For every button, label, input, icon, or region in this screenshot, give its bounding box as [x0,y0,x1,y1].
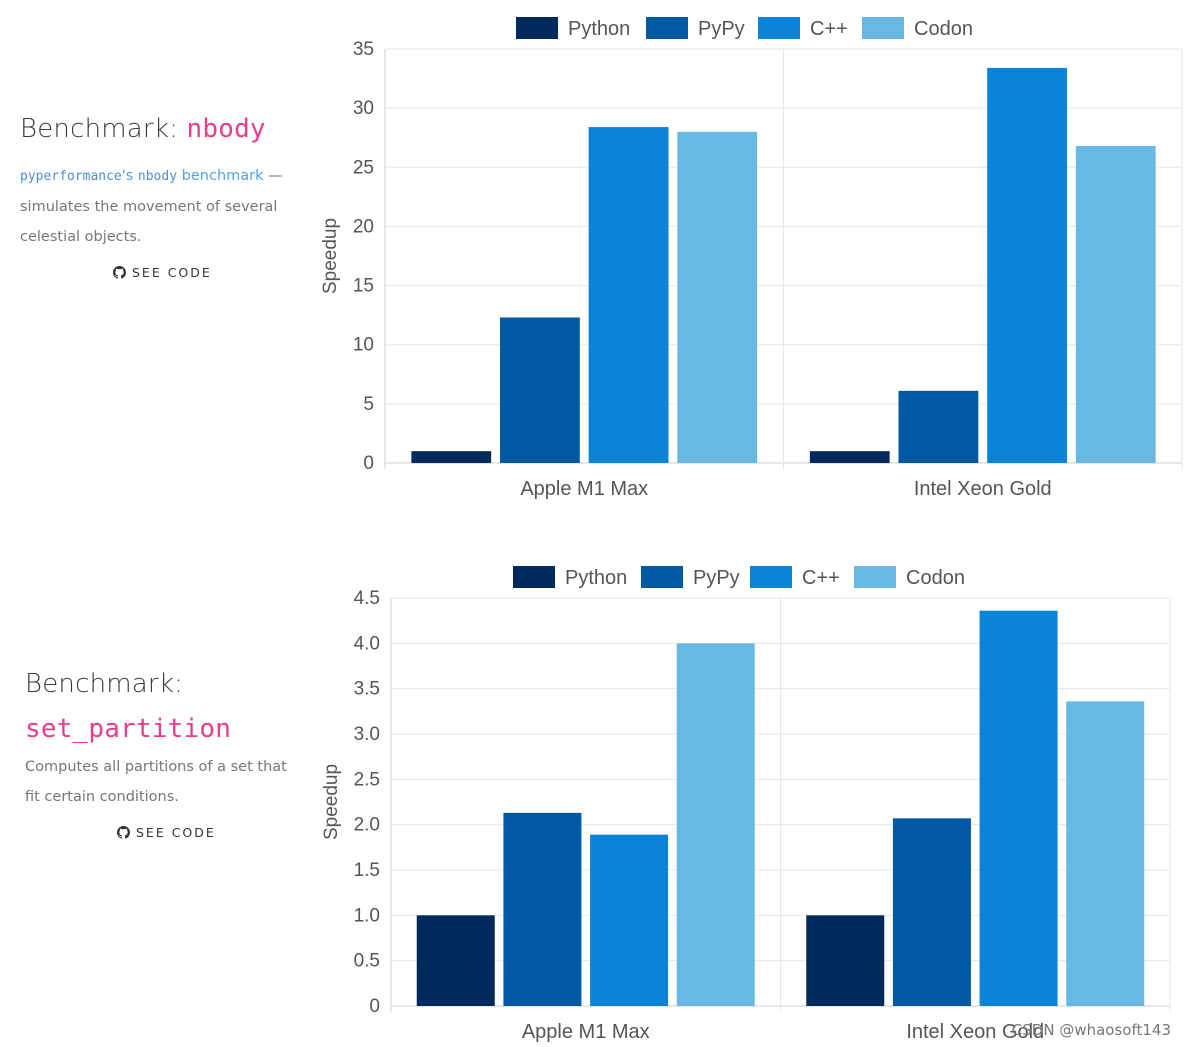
x-category-label: Intel Xeon Gold [906,1021,1044,1043]
benchmark-link[interactable]: benchmark [177,168,264,184]
bar-python-1 [411,451,492,463]
bar-python-1 [416,915,495,1006]
legend-label: Python [565,567,627,589]
bar-codon-1 [676,643,755,1006]
legend-swatch [513,566,555,588]
benchmark-name: set_partition [25,714,232,744]
legend-swatch [646,17,688,39]
see-code-button[interactable]: SEE CODE [113,265,212,280]
bar-pypy-1 [500,317,580,463]
set-partition-speedup-chart: 0 0.5 1.0 1.5 2.0 2.5 3.0 3.5 4.0 4.5 Speedup Apple… [321,566,1171,1043]
legend-swatch [758,17,800,39]
bar-python-2 [806,915,885,1006]
y-tick-label: 30 [353,98,374,119]
legend-swatch [862,17,904,39]
legend-label: PyPy [698,18,745,40]
y-tick-label: 2.5 [354,769,380,790]
github-icon [117,826,130,839]
benchmark-name: nbody [186,114,266,144]
legend-label: Python [568,18,630,40]
y-tick-label: 4.0 [354,633,380,654]
bar-codon-1 [677,131,758,464]
y-tick-label: 3.5 [354,679,380,700]
y-axis-label: Speedup [321,764,342,840]
bar-codon-2 [1066,701,1145,1006]
legend-label: C++ [810,18,848,40]
y-tick-label: 25 [353,157,374,178]
nbody-speedup-chart: 0 5 10 15 20 25 30 35 Speedup Apple M1 Max Intel X… [320,17,1183,500]
y-tick-label: 15 [353,276,374,297]
y-tick-label: 0 [369,996,380,1017]
y-tick-label: 1.5 [354,860,380,881]
benchmark-description-nbody: pyperformance's nbody benchmark — simula… [20,161,295,252]
bar-python-2 [809,451,890,463]
bar-cpp-1 [590,834,669,1006]
y-tick-label: 35 [353,39,374,60]
nbody-code-link[interactable]: nbody [137,169,178,184]
x-category-label: Apple M1 Max [522,1021,650,1043]
bar-cpp-2 [987,67,1067,463]
y-axis-label: Speedup [320,218,341,294]
benchmark-title-nbody: Benchmark: nbody [20,114,266,144]
y-tick-label: 5 [363,394,374,415]
y-tick-label: 10 [353,335,374,356]
y-tick-label: 0 [363,453,374,474]
legend-label: Codon [906,567,965,589]
see-code-button[interactable]: SEE CODE [117,825,216,840]
benchmark-title-set-partition: Benchmark: set_partition [25,662,231,752]
pyperformance-link[interactable]: pyperformance [20,169,122,184]
x-category-label: Intel Xeon Gold [914,478,1052,500]
benchmark-description-set-partition: Computes all partitions of a set that fi… [25,759,287,805]
bar-pypy-1 [503,812,582,1006]
y-tick-label: 1.0 [354,905,380,926]
bar-pypy-2 [898,390,979,463]
legend-swatch [854,566,896,588]
legend-label: C++ [802,567,840,589]
legend-swatch [750,566,792,588]
y-tick-label: 3.0 [354,724,380,745]
legend-label: Codon [914,18,973,40]
watermark: CSDN @whaosoft143 [1011,1021,1171,1039]
y-tick-label: 4.5 [354,588,380,609]
see-code-label: SEE CODE [132,265,212,280]
y-tick-label: 0.5 [354,951,380,972]
legend-label: PyPy [693,567,740,589]
legend-swatch [641,566,683,588]
desc-rest-text: — simulates the movement of several cele… [20,168,283,245]
bar-cpp-1 [588,127,669,463]
y-tick-label: 20 [353,216,374,237]
github-icon [113,266,126,279]
bar-cpp-2 [979,610,1058,1006]
bar-codon-2 [1075,145,1156,463]
see-code-label: SEE CODE [136,825,216,840]
bar-pypy-2 [892,818,971,1006]
legend-swatch [516,17,558,39]
y-tick-label: 2.0 [354,815,380,836]
benchmark-label: Benchmark: [20,114,187,144]
desc-possessive: 's [121,168,138,184]
x-category-label: Apple M1 Max [520,478,648,500]
benchmark-label: Benchmark: [25,669,184,699]
